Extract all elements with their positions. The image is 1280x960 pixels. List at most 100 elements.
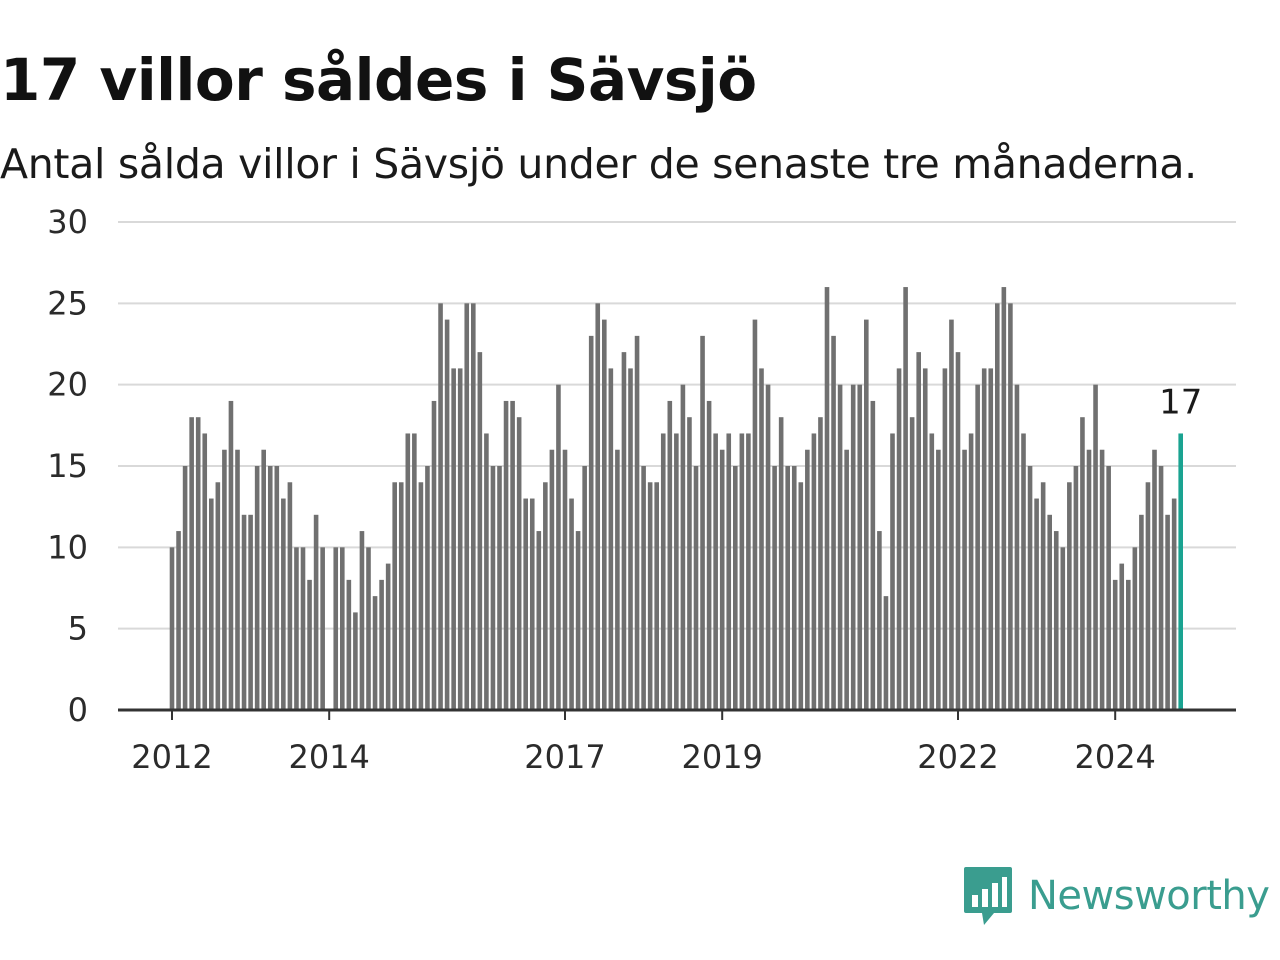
bar <box>222 449 227 710</box>
bar <box>726 433 732 710</box>
bar <box>1021 433 1026 710</box>
x-axis-ticks: 2012 2014 2017 2019 2022 2024 <box>131 710 1156 776</box>
bar <box>1152 449 1157 710</box>
bar <box>785 466 790 710</box>
bar <box>490 466 496 710</box>
x-tick-label: 2024 <box>1074 738 1155 776</box>
bar <box>412 433 417 710</box>
bar <box>752 319 758 710</box>
bar <box>313 514 319 710</box>
bar <box>916 352 921 710</box>
chart-title: 17 villor såldes i Sävsjö <box>0 46 757 114</box>
bar <box>870 400 876 710</box>
bar <box>791 466 797 710</box>
bar <box>510 400 515 710</box>
bars <box>169 287 1183 710</box>
bar <box>674 433 679 710</box>
bar <box>634 335 640 710</box>
y-tick-label: 30 <box>47 203 88 241</box>
bar <box>202 433 208 710</box>
bar <box>340 547 345 710</box>
bar <box>890 433 895 710</box>
bar <box>621 352 627 710</box>
bar <box>759 368 764 710</box>
y-axis-ticks: 0 5 10 15 20 25 30 <box>47 203 88 729</box>
bar <box>582 466 587 710</box>
bar <box>1060 547 1066 710</box>
y-tick-label: 0 <box>68 691 88 729</box>
bar <box>1047 514 1052 710</box>
bar <box>464 303 470 710</box>
bar <box>562 449 568 710</box>
bar <box>615 449 620 710</box>
bar <box>595 303 601 710</box>
bar <box>654 482 659 710</box>
bar <box>798 482 804 710</box>
bar <box>667 400 673 710</box>
highlight-annotation: 17 <box>1159 382 1202 422</box>
bar <box>981 368 987 710</box>
x-tick-label: 2019 <box>681 738 762 776</box>
bar <box>693 466 699 710</box>
bar <box>909 417 915 710</box>
bar <box>516 417 522 710</box>
bar <box>359 531 365 710</box>
bar <box>588 335 594 710</box>
bar <box>896 368 902 710</box>
bar <box>1119 563 1125 710</box>
bar <box>281 498 286 710</box>
bar <box>418 482 424 710</box>
bar <box>857 384 863 710</box>
bar <box>1040 482 1046 710</box>
bar <box>1027 466 1033 710</box>
bar <box>235 449 240 710</box>
bar <box>1158 466 1164 710</box>
bar <box>287 482 293 710</box>
bar <box>988 368 994 710</box>
bar <box>228 400 234 710</box>
bar <box>379 579 384 710</box>
bar <box>739 433 745 710</box>
bar <box>543 482 548 710</box>
bar <box>169 547 175 710</box>
bar <box>320 547 325 710</box>
bar <box>372 596 378 710</box>
bar <box>569 498 574 710</box>
bar <box>457 368 463 710</box>
bar <box>706 400 712 710</box>
bar <box>680 384 686 710</box>
y-tick-label: 10 <box>47 528 88 566</box>
bar <box>805 449 810 710</box>
bar <box>529 498 535 710</box>
bar <box>949 319 954 710</box>
bar <box>189 417 194 710</box>
bar <box>864 319 869 710</box>
bar <box>1008 303 1013 710</box>
bar <box>353 612 358 710</box>
bar <box>608 368 614 710</box>
bar <box>438 303 443 710</box>
bar <box>1014 384 1020 710</box>
bar <box>471 303 476 710</box>
bar <box>700 335 705 710</box>
y-tick-label: 20 <box>47 366 88 404</box>
bar <box>425 466 430 710</box>
bar <box>647 482 653 710</box>
bar <box>1099 449 1105 710</box>
bar <box>641 466 646 710</box>
bar <box>1067 482 1072 710</box>
y-tick-label: 15 <box>47 447 88 485</box>
bar <box>307 579 312 710</box>
bar <box>733 466 738 710</box>
bar <box>1080 417 1085 710</box>
bar <box>444 319 450 710</box>
x-tick-label: 2014 <box>288 738 369 776</box>
bar <box>955 352 961 710</box>
bar <box>575 531 581 710</box>
bar <box>503 400 509 710</box>
bar <box>1171 498 1177 710</box>
bar <box>818 417 823 710</box>
chart-subtitle: Antal sålda villor i Sävsjö under de sen… <box>0 140 1197 188</box>
bar <box>556 384 561 710</box>
